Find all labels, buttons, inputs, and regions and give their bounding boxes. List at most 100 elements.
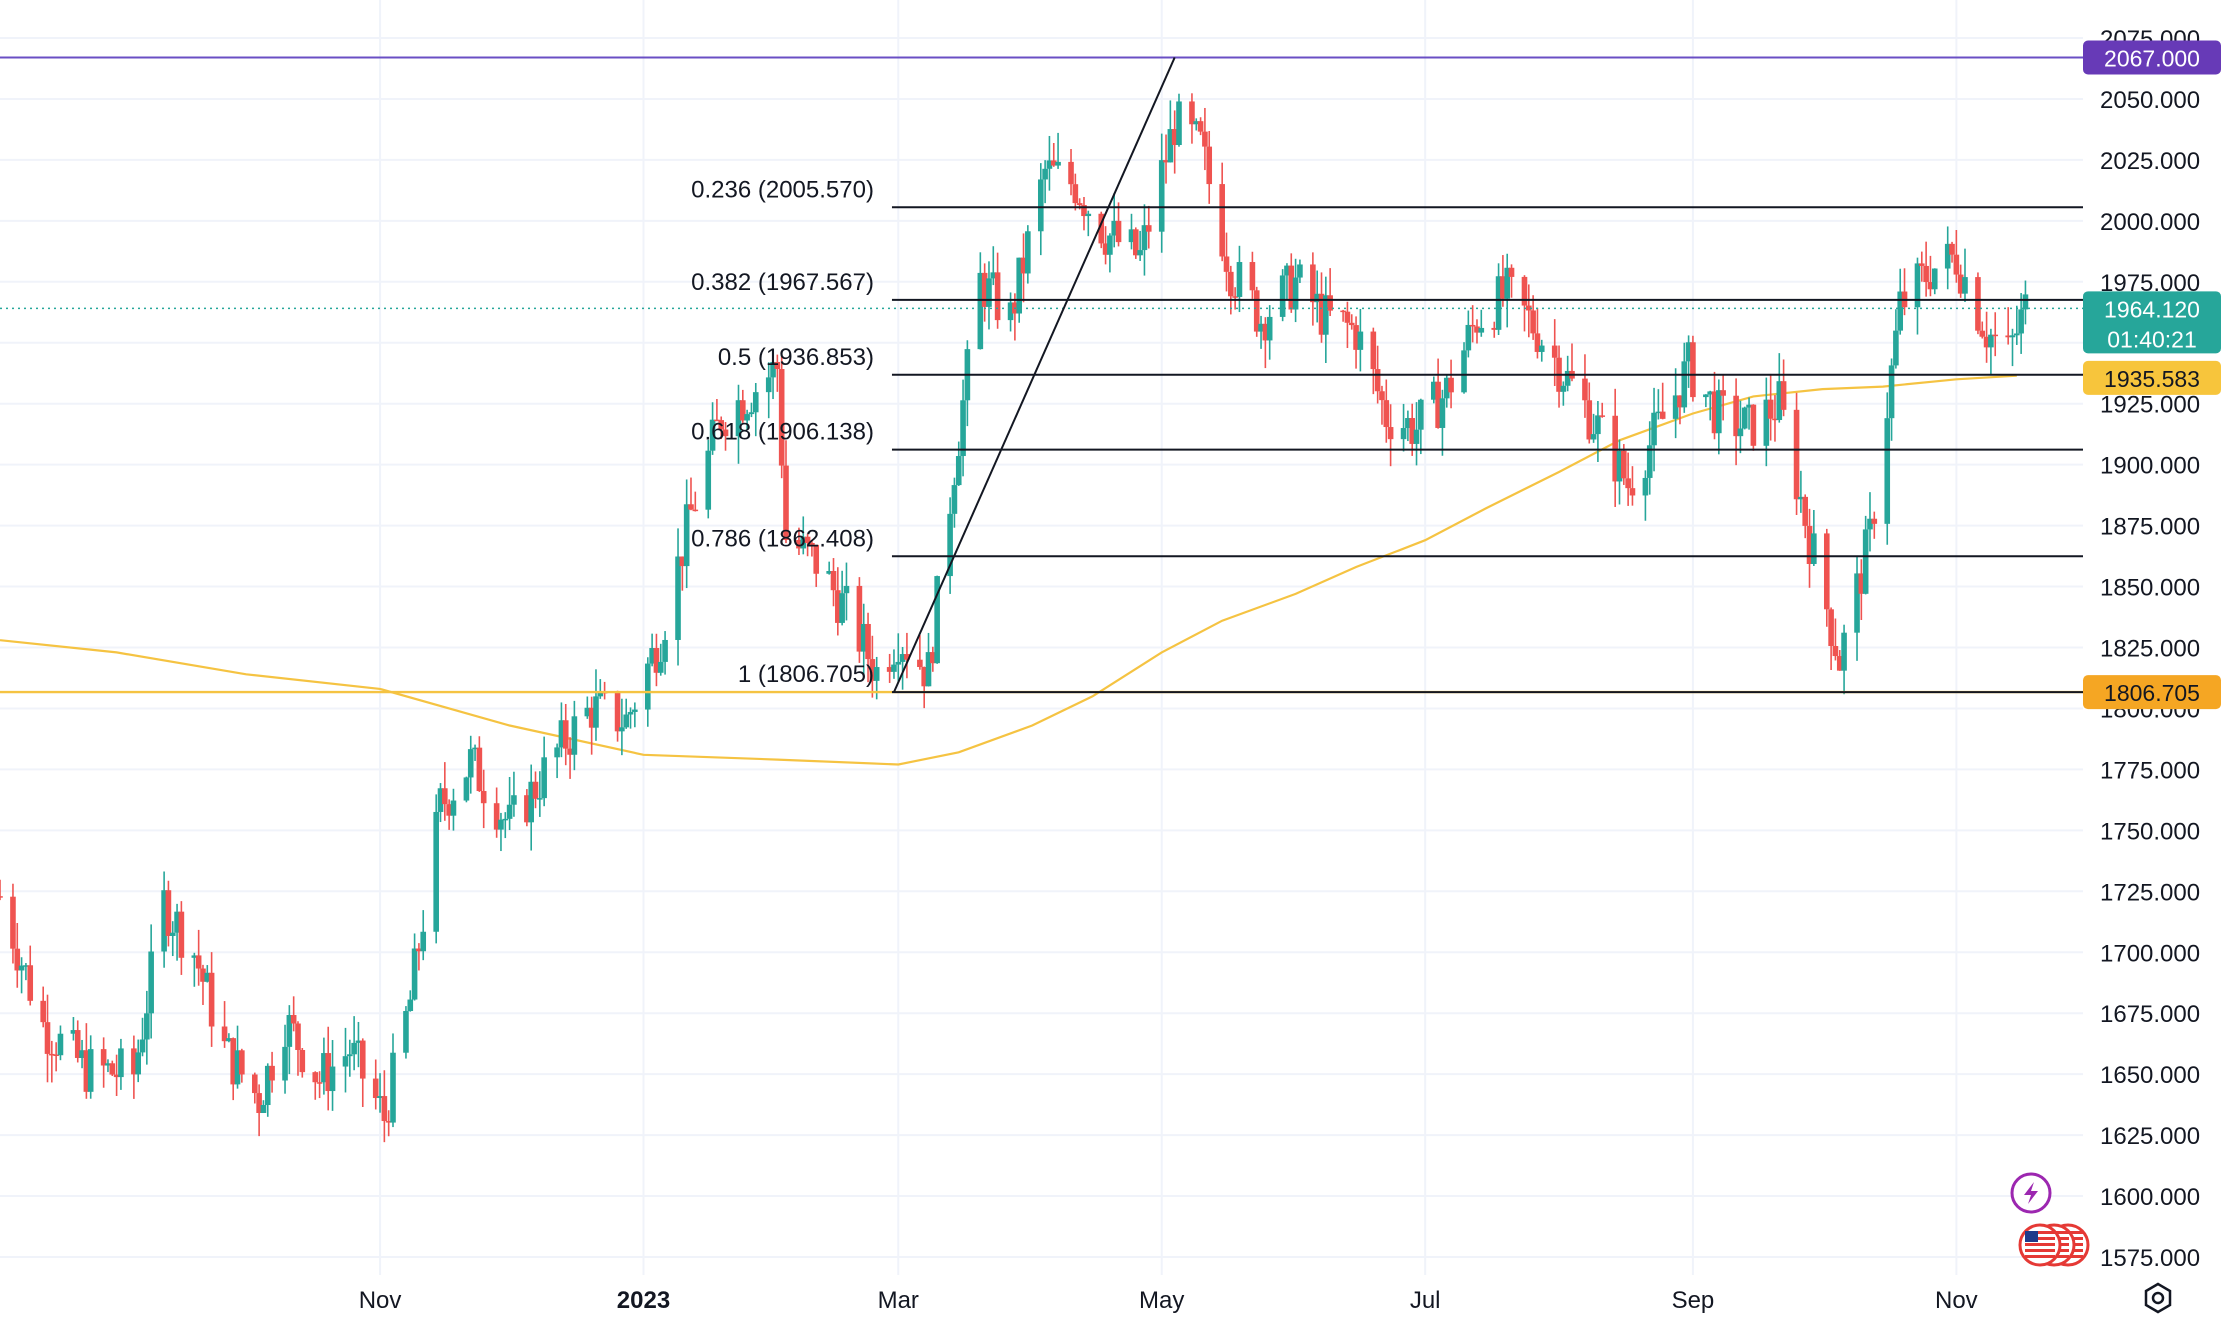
ma-price-badge-bg [2083,360,2221,395]
candle-body [1405,418,1411,429]
candle-body [1685,342,1692,362]
candle-body [200,968,206,982]
candle-body [1158,160,1165,232]
candle-body [1582,378,1588,401]
price-tick-label: 1675.000 [2100,1001,2200,1028]
price-tick-label: 2025.000 [2100,148,2200,175]
candle-body [1167,129,1174,163]
candle-body [178,911,185,958]
candle-body [165,890,172,936]
flag-canton [2025,1231,2038,1242]
candle-body [1811,533,1817,564]
candle-body [70,1030,77,1034]
candle-body [105,1063,111,1066]
candle-body [688,504,694,510]
candle-body [49,1053,55,1056]
candle-body [480,791,487,804]
candle-body [1266,316,1273,341]
candle-body [321,1053,327,1083]
candle-body [562,720,569,749]
candle-body [1944,243,1951,269]
high-price-badge: 2067.000 [2083,40,2221,75]
candle-body [1646,445,1653,478]
candle-body [342,1056,349,1067]
candle-body [744,414,750,421]
candle-body [735,400,742,437]
date-tick-label: 2023 [617,1287,670,1314]
candle-body [385,1121,392,1123]
fibonacci-retracement[interactable]: 0.236 (2005.570) 0.382 (1967.567) 0.5 (193… [691,57,2083,694]
candle-body [174,911,180,933]
candle-body [1258,323,1264,332]
date-tick-label: Nov [359,1287,402,1314]
candle-body [584,707,591,717]
candle-body [1223,256,1230,272]
price-tick-label: 1650.000 [2100,1062,2200,1089]
candle-body [1202,131,1208,147]
price-tick-label: 1575.000 [2100,1245,2200,1272]
candle-body [1469,324,1476,327]
candle-body [675,556,681,640]
candle-body [1888,365,1895,419]
low-price-badge-bg [2083,675,2221,710]
candle-body [1314,293,1320,303]
fib-level-label: 0.618 (1906.138) [691,419,874,446]
current-price-badge: 1964.120 01:40:21 [2083,291,2221,354]
candle-body [390,1052,396,1123]
candle-body [990,272,997,279]
price-axis[interactable]: 1575.000 1600.000 1625.000 1650.000 1675.000… [2100,26,2200,1272]
candle-body [1659,411,1666,419]
candle-body [169,932,176,936]
candle-body [195,955,202,969]
lightning-icon[interactable] [2010,1172,2052,1214]
candle-body [593,696,599,728]
candle-body [1236,262,1243,297]
candle-body [476,747,483,792]
candle-body [0,896,3,898]
candle-body [722,429,729,437]
candle-body [1677,395,1683,408]
candle-body [1500,276,1506,299]
candle-body [662,639,668,662]
candle-body [774,361,781,370]
price-tick-label: 1875.000 [2100,514,2200,541]
candle-body [1249,262,1256,291]
candle-body [597,691,604,697]
candle-body [1988,334,1994,348]
candle-body [886,667,893,672]
candle-body [498,819,504,830]
candle-body [87,1049,94,1092]
candle-body [1802,496,1808,526]
candle-body [442,788,448,805]
us-flag-icon[interactable] [2018,1223,2090,1267]
candle-body [778,369,785,466]
candle-body [57,1033,64,1056]
candle-body [1737,428,1744,437]
candlestick-series [0,93,2029,1143]
candle-body [718,420,725,430]
candle-body [537,798,543,800]
price-tick-label: 1750.000 [2100,818,2200,845]
candle-body [1914,263,1921,308]
candle-body [917,659,923,667]
candle-body [239,1050,245,1075]
candle-body [1828,609,1834,647]
candle-body [256,1093,262,1113]
candle-body [1055,161,1061,166]
ma-price-badge-text: 1935.583 [2104,366,2200,392]
candle-body [1076,203,1083,206]
chart-icons[interactable] [2010,1172,2172,1314]
ma-price-badge: 1935.583 [2083,360,2221,395]
candle-body [1413,429,1420,444]
candle-body [1707,391,1713,395]
candle-body [295,1023,301,1050]
gear-icon[interactable] [2144,1282,2172,1314]
price-tick-label: 2000.000 [2100,209,2200,236]
date-tick-label: Mar [878,1287,919,1314]
candle-body [1323,295,1329,335]
candle-body [627,711,634,715]
candle-body [355,1040,362,1043]
time-axis[interactable]: Nov 2023 Mar May Jul Sep Nov [359,1287,1978,1314]
candle-body [100,1049,107,1066]
